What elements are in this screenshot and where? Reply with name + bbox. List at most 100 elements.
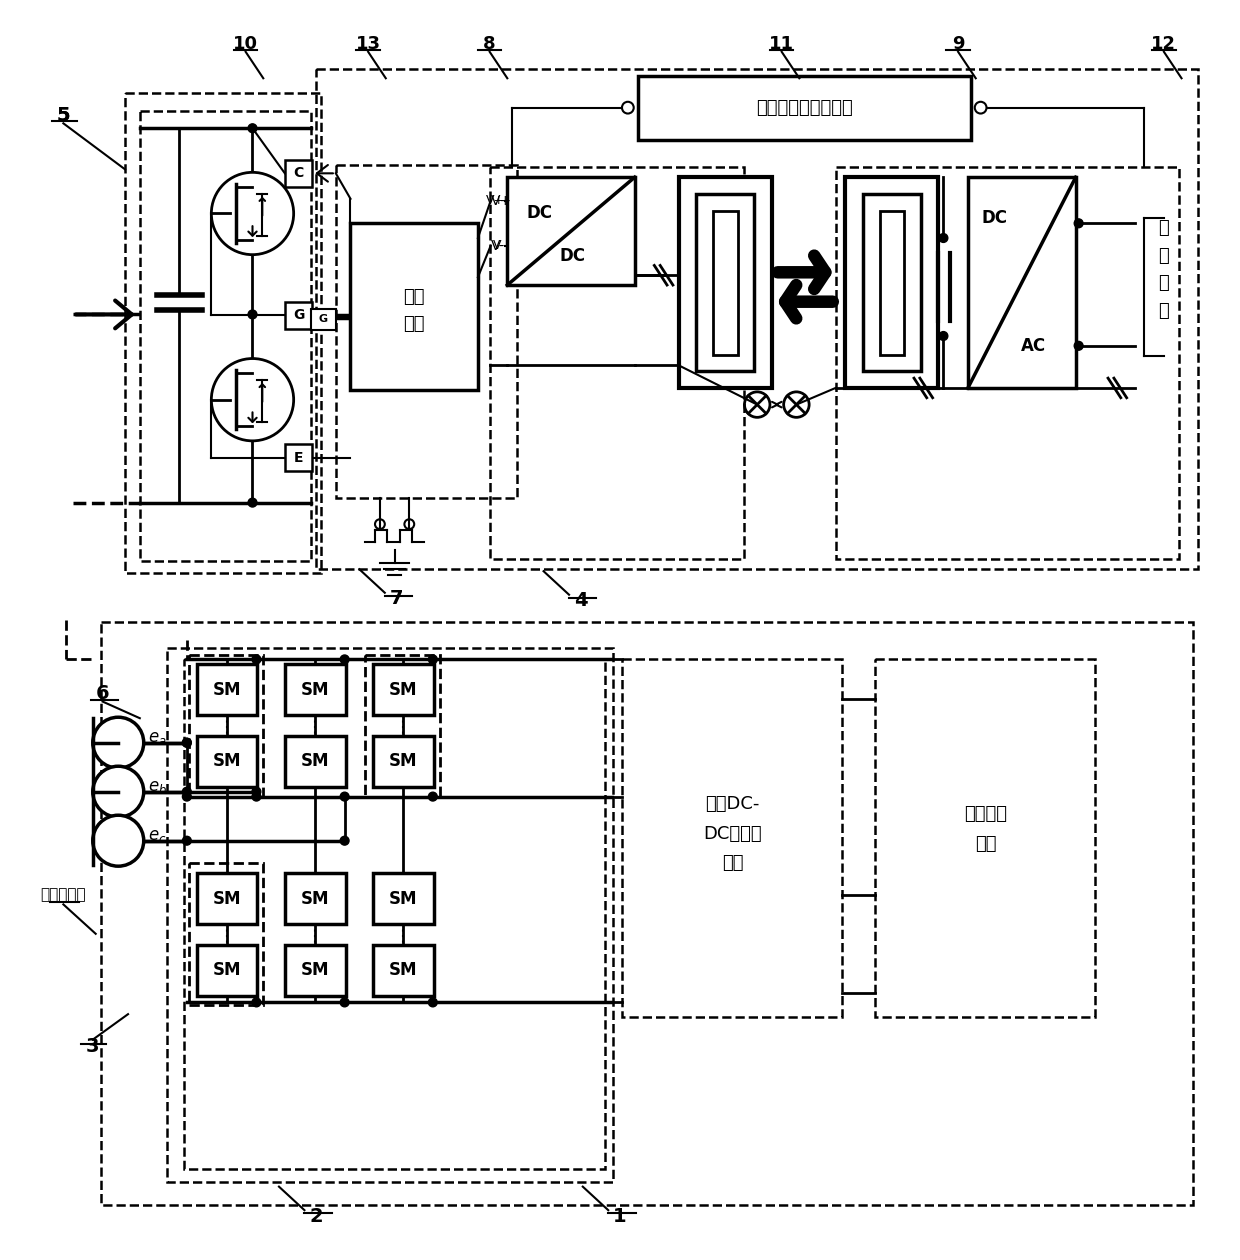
Text: SM: SM bbox=[301, 961, 330, 979]
Bar bbox=[197, 736, 258, 786]
Bar bbox=[197, 664, 258, 716]
Circle shape bbox=[248, 310, 257, 319]
Circle shape bbox=[211, 359, 294, 441]
Text: 11: 11 bbox=[769, 35, 794, 53]
Circle shape bbox=[340, 793, 348, 801]
Text: SM: SM bbox=[213, 890, 242, 907]
Text: 低压侧逆: 低压侧逆 bbox=[963, 805, 1007, 823]
Bar bbox=[697, 194, 754, 372]
Circle shape bbox=[1074, 219, 1083, 228]
Text: SM: SM bbox=[213, 961, 242, 979]
Bar bbox=[188, 654, 263, 796]
Bar bbox=[637, 77, 971, 140]
Circle shape bbox=[252, 793, 260, 801]
Circle shape bbox=[182, 738, 191, 747]
Text: SM: SM bbox=[213, 680, 242, 699]
Text: SM: SM bbox=[301, 752, 330, 770]
Bar bbox=[285, 444, 312, 471]
Text: SM: SM bbox=[389, 752, 418, 770]
Text: $e_b$: $e_b$ bbox=[148, 777, 166, 796]
Bar bbox=[366, 654, 440, 796]
Circle shape bbox=[252, 788, 260, 796]
Text: V-: V- bbox=[491, 239, 505, 253]
Text: 8: 8 bbox=[484, 35, 496, 53]
Circle shape bbox=[182, 837, 191, 845]
Text: SM: SM bbox=[389, 961, 418, 979]
Circle shape bbox=[182, 788, 191, 796]
Text: 换器: 换器 bbox=[722, 854, 744, 872]
Text: 6: 6 bbox=[95, 684, 109, 703]
Text: 9: 9 bbox=[952, 35, 965, 53]
Bar bbox=[968, 178, 1075, 388]
Circle shape bbox=[252, 998, 260, 1007]
Circle shape bbox=[252, 655, 260, 664]
Bar bbox=[311, 309, 336, 330]
Bar bbox=[373, 873, 434, 924]
Circle shape bbox=[248, 123, 257, 132]
Bar bbox=[285, 945, 346, 995]
Text: 3: 3 bbox=[86, 1037, 99, 1056]
Text: 12: 12 bbox=[1152, 35, 1177, 53]
Bar bbox=[285, 736, 346, 786]
Circle shape bbox=[93, 766, 144, 818]
Text: SM: SM bbox=[389, 890, 418, 907]
Text: $e_a$: $e_a$ bbox=[148, 728, 166, 747]
Text: 1: 1 bbox=[614, 1207, 626, 1226]
Bar bbox=[140, 111, 311, 562]
Circle shape bbox=[340, 998, 348, 1007]
Bar bbox=[678, 178, 771, 388]
Bar bbox=[285, 160, 312, 186]
Text: 逻辑: 逻辑 bbox=[403, 287, 425, 306]
Circle shape bbox=[182, 738, 191, 747]
Bar bbox=[490, 168, 744, 559]
Text: 5: 5 bbox=[57, 106, 71, 125]
Bar bbox=[167, 648, 613, 1182]
Bar bbox=[879, 210, 904, 354]
Text: 供: 供 bbox=[1158, 275, 1169, 292]
Bar bbox=[197, 873, 258, 924]
Circle shape bbox=[93, 717, 144, 769]
Circle shape bbox=[1074, 341, 1083, 350]
Text: E: E bbox=[294, 451, 304, 465]
Text: G: G bbox=[319, 314, 327, 324]
Text: DC: DC bbox=[527, 204, 553, 223]
Text: G: G bbox=[293, 309, 304, 323]
Text: C: C bbox=[294, 166, 304, 180]
Bar bbox=[351, 223, 477, 389]
Bar bbox=[184, 659, 605, 1169]
Bar bbox=[188, 863, 263, 1005]
Text: SM: SM bbox=[301, 890, 330, 907]
Bar bbox=[622, 659, 842, 1017]
Text: 高压侧电网: 高压侧电网 bbox=[41, 887, 86, 902]
Text: SM: SM bbox=[389, 680, 418, 699]
Bar bbox=[197, 945, 258, 995]
Text: 中压DC-: 中压DC- bbox=[706, 795, 760, 814]
Bar bbox=[373, 664, 434, 716]
Circle shape bbox=[93, 815, 144, 866]
Text: $e_c$: $e_c$ bbox=[148, 827, 166, 844]
Text: SM: SM bbox=[213, 752, 242, 770]
Text: AC: AC bbox=[1021, 336, 1047, 355]
Bar bbox=[373, 736, 434, 786]
Circle shape bbox=[211, 173, 294, 255]
Circle shape bbox=[182, 793, 191, 801]
Bar bbox=[100, 622, 1193, 1206]
Bar bbox=[285, 873, 346, 924]
Bar bbox=[846, 178, 939, 388]
Bar bbox=[285, 301, 312, 329]
Bar bbox=[863, 194, 921, 372]
Bar bbox=[336, 165, 517, 498]
Text: V+: V+ bbox=[486, 194, 506, 207]
Text: SM: SM bbox=[301, 680, 330, 699]
Text: 2: 2 bbox=[310, 1207, 322, 1226]
Text: DC: DC bbox=[981, 209, 1007, 227]
Bar bbox=[373, 945, 434, 995]
Text: 电: 电 bbox=[1158, 301, 1169, 320]
Circle shape bbox=[939, 331, 947, 340]
Bar bbox=[285, 664, 346, 716]
Text: 模块: 模块 bbox=[403, 315, 425, 333]
Text: 13: 13 bbox=[356, 35, 381, 53]
Bar bbox=[836, 168, 1178, 559]
Bar bbox=[316, 69, 1198, 570]
Bar bbox=[874, 659, 1095, 1017]
